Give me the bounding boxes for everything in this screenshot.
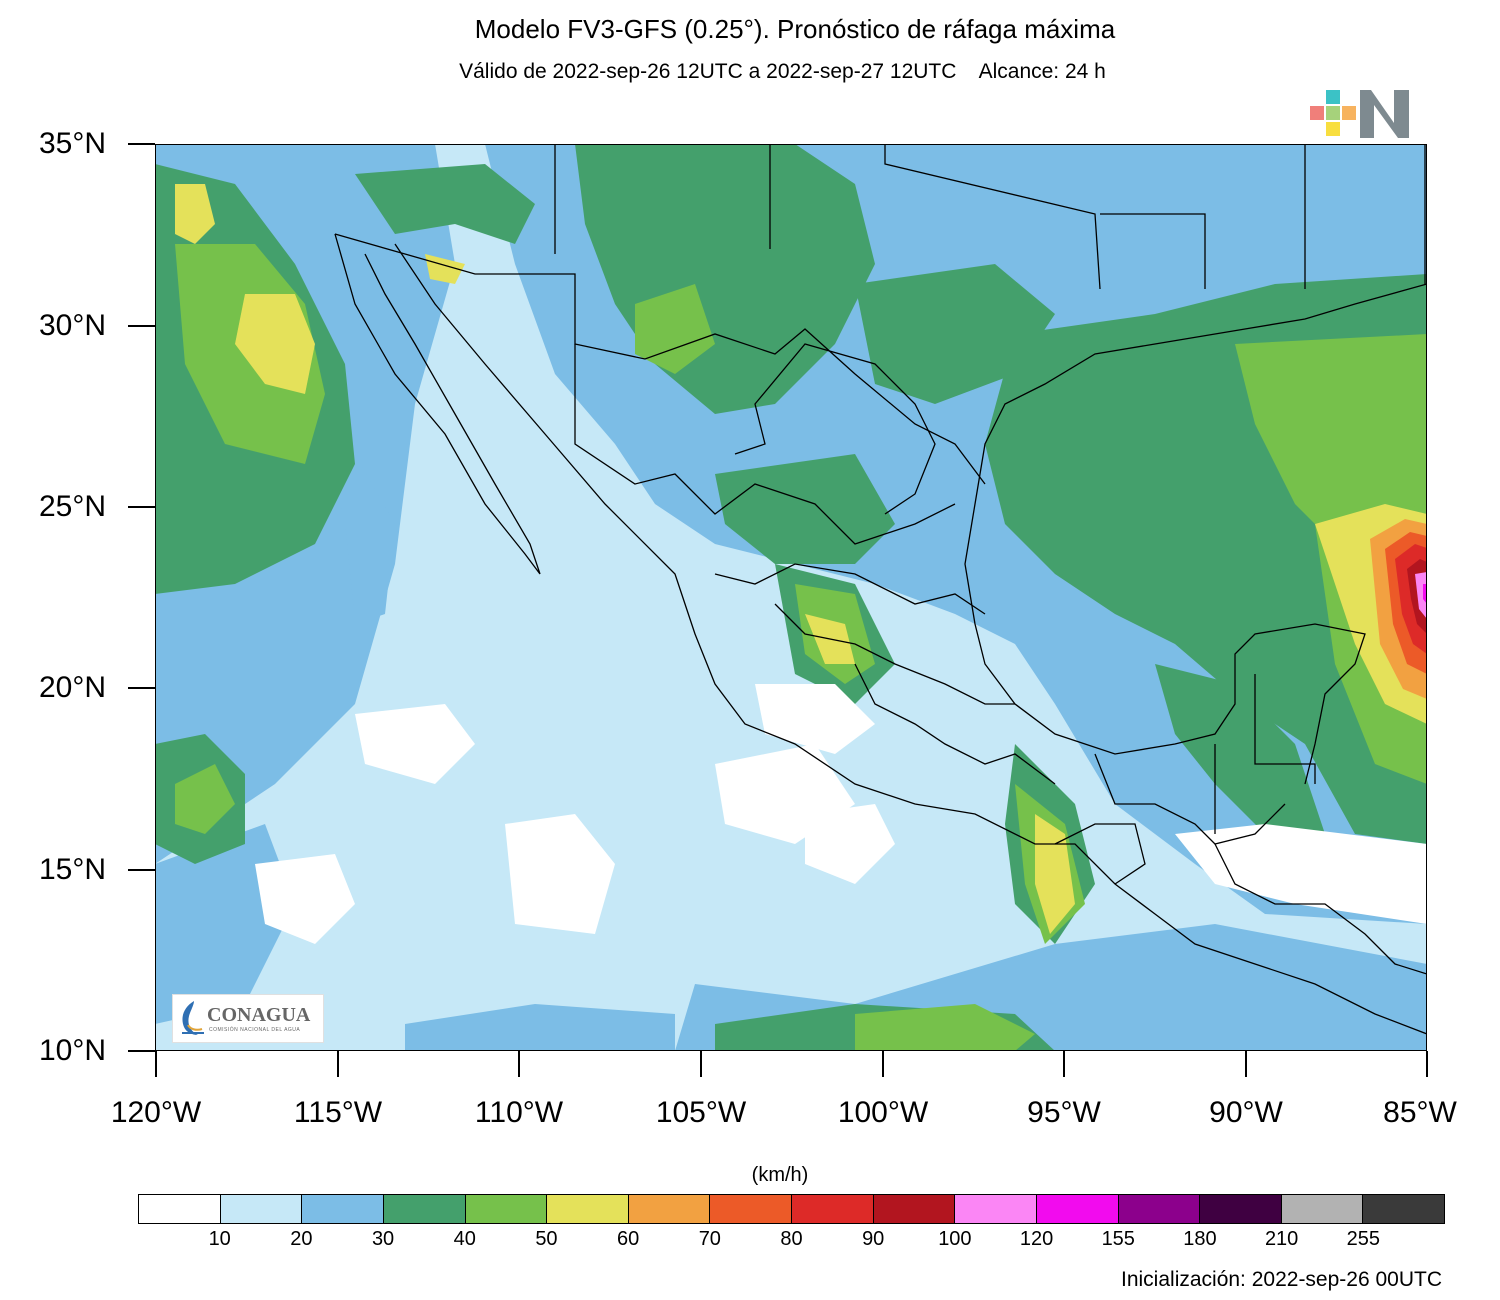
colorbar-segment bbox=[710, 1195, 792, 1223]
lon-tick bbox=[1426, 1051, 1428, 1077]
lon-label: 115°W bbox=[293, 1096, 383, 1129]
conagua-wordmark: CONAGUA bbox=[207, 1004, 311, 1026]
colorbar-tick-label: 120 bbox=[1019, 1228, 1054, 1250]
colorbar-tick-label: 70 bbox=[698, 1228, 721, 1250]
colorbar-segment bbox=[220, 1195, 303, 1223]
lat-tick bbox=[128, 687, 155, 689]
lon-tick bbox=[155, 1051, 157, 1077]
lat-label: 10°N bbox=[38, 1034, 106, 1067]
lat-tick bbox=[128, 1050, 155, 1052]
lon-label: 120°W bbox=[110, 1096, 202, 1129]
colorbar-tick-label: 80 bbox=[780, 1228, 803, 1250]
lat-tick bbox=[128, 506, 155, 508]
gust-map bbox=[155, 144, 1427, 1051]
lon-label: 95°W bbox=[1027, 1096, 1101, 1129]
map-subtitle: Válido de 2022-sep-26 12UTC a 2022-sep-2… bbox=[459, 60, 1106, 83]
colorbar-tick-label: 255 bbox=[1346, 1228, 1380, 1250]
colorbar-segment bbox=[873, 1195, 956, 1223]
colorbar-segment bbox=[955, 1195, 1037, 1223]
colorbar-segment bbox=[465, 1195, 548, 1223]
lon-label: 90°W bbox=[1209, 1096, 1283, 1129]
colorbar-segment bbox=[1036, 1195, 1119, 1223]
lat-label: 20°N bbox=[38, 671, 106, 704]
lat-label: 15°N bbox=[38, 853, 106, 886]
lat-label: 35°N bbox=[38, 127, 106, 160]
colorbar-tick-label: 10 bbox=[208, 1228, 231, 1250]
colorbar bbox=[138, 1194, 1445, 1224]
lon-tick bbox=[882, 1051, 884, 1077]
colorbar-tick-label: 40 bbox=[453, 1228, 476, 1250]
lon-tick bbox=[1063, 1051, 1065, 1077]
brand-logo bbox=[1310, 90, 1410, 140]
colorbar-tick-label: 210 bbox=[1264, 1228, 1299, 1250]
lon-label: 110°W bbox=[474, 1096, 564, 1129]
lon-label: 85°W bbox=[1383, 1096, 1457, 1129]
lat-label: 25°N bbox=[38, 490, 106, 523]
lat-label: 30°N bbox=[38, 309, 106, 342]
colorbar-segment bbox=[547, 1195, 629, 1223]
colorbar-segment bbox=[1363, 1195, 1444, 1223]
colorbar-unit: (km/h) bbox=[751, 1164, 809, 1186]
colorbar-tick-label: 155 bbox=[1101, 1228, 1135, 1250]
colorbar-tick-label: 180 bbox=[1183, 1228, 1217, 1250]
colorbar-tick-label: 90 bbox=[862, 1228, 885, 1250]
lat-tick bbox=[128, 143, 155, 145]
lat-tick bbox=[128, 869, 155, 871]
colorbar-segment bbox=[628, 1195, 711, 1223]
lat-tick bbox=[128, 325, 155, 327]
colorbar-segment bbox=[792, 1195, 874, 1223]
colorbar-segment bbox=[383, 1195, 466, 1223]
colorbar-segment bbox=[1118, 1195, 1201, 1223]
lon-tick bbox=[337, 1051, 339, 1077]
conagua-logo: CONAGUA COMISIÓN NACIONAL DEL AGUA bbox=[172, 994, 324, 1043]
lon-tick bbox=[700, 1051, 702, 1077]
colorbar-segment bbox=[302, 1195, 384, 1223]
colorbar-segment bbox=[1281, 1195, 1364, 1223]
lon-tick bbox=[518, 1051, 520, 1077]
colorbar-segment bbox=[139, 1195, 221, 1223]
map-title: Modelo FV3-GFS (0.25°). Pronóstico de rá… bbox=[474, 14, 1116, 44]
colorbar-segment bbox=[1200, 1195, 1282, 1223]
colorbar-tick-label: 100 bbox=[938, 1228, 972, 1250]
initialization-label: Inicialización: 2022-sep-26 00UTC bbox=[1121, 1268, 1442, 1291]
colorbar-tick-label: 20 bbox=[290, 1228, 313, 1250]
conagua-subtext: COMISIÓN NACIONAL DEL AGUA bbox=[209, 1027, 301, 1033]
lon-label: 100°W bbox=[837, 1096, 929, 1129]
colorbar-tick-label: 50 bbox=[535, 1228, 558, 1250]
lon-tick bbox=[1245, 1051, 1247, 1077]
colorbar-tick-label: 30 bbox=[371, 1228, 395, 1250]
lon-label: 105°W bbox=[655, 1096, 747, 1129]
colorbar-tick-label: 60 bbox=[617, 1228, 640, 1250]
